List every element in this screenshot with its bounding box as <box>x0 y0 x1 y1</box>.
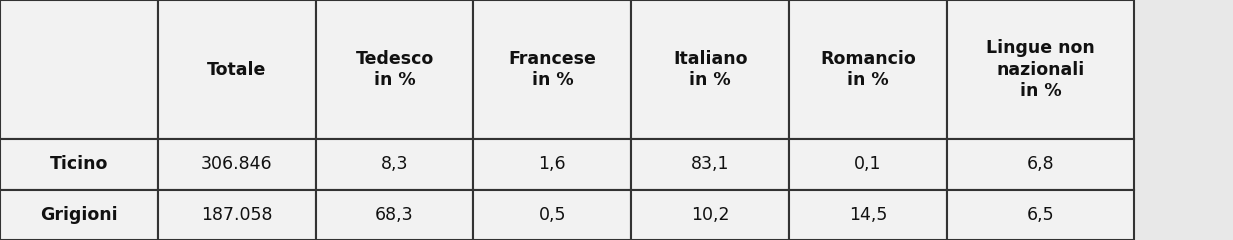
Text: 83,1: 83,1 <box>690 156 730 173</box>
Bar <box>947 0 1134 139</box>
Bar <box>0 0 158 139</box>
Bar <box>473 139 631 190</box>
Text: 6,5: 6,5 <box>1027 206 1054 224</box>
Bar <box>0 139 158 190</box>
Text: 68,3: 68,3 <box>375 206 414 224</box>
Text: 10,2: 10,2 <box>690 206 730 224</box>
Text: Grigioni: Grigioni <box>41 206 117 224</box>
Bar <box>158 190 316 240</box>
Bar <box>316 190 473 240</box>
Bar <box>158 139 316 190</box>
Bar <box>631 139 789 190</box>
Text: 14,5: 14,5 <box>848 206 888 224</box>
Bar <box>947 190 1134 240</box>
Text: Francese
in %: Francese in % <box>508 50 597 89</box>
Text: 1,6: 1,6 <box>539 156 566 173</box>
Text: Lingue non
nazionali
in %: Lingue non nazionali in % <box>986 39 1095 100</box>
Bar <box>473 0 631 139</box>
Text: 8,3: 8,3 <box>381 156 408 173</box>
Text: 187.058: 187.058 <box>201 206 272 224</box>
Text: Ticino: Ticino <box>49 156 109 173</box>
Text: 0,5: 0,5 <box>539 206 566 224</box>
Bar <box>158 0 316 139</box>
Bar <box>631 0 789 139</box>
Bar <box>631 190 789 240</box>
Bar <box>789 139 947 190</box>
Text: Totale: Totale <box>207 61 266 79</box>
Bar <box>0 190 158 240</box>
Text: 6,8: 6,8 <box>1027 156 1054 173</box>
Text: 0,1: 0,1 <box>854 156 882 173</box>
Bar <box>316 0 473 139</box>
Bar <box>789 190 947 240</box>
Bar <box>316 139 473 190</box>
Text: Tedesco
in %: Tedesco in % <box>355 50 434 89</box>
Bar <box>473 190 631 240</box>
Bar <box>947 139 1134 190</box>
Bar <box>789 0 947 139</box>
Text: 306.846: 306.846 <box>201 156 272 173</box>
Text: Romancio
in %: Romancio in % <box>820 50 916 89</box>
Text: Italiano
in %: Italiano in % <box>673 50 747 89</box>
